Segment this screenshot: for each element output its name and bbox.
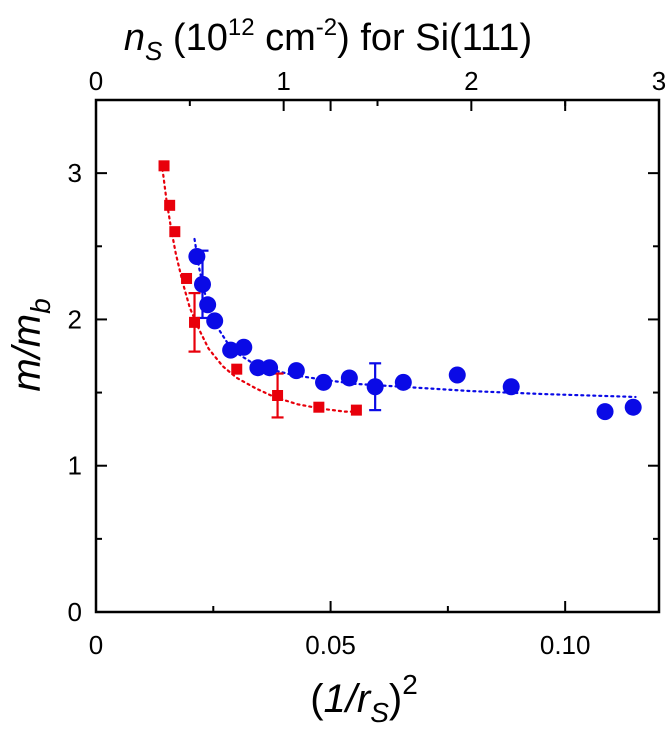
data-point-square: [158, 160, 170, 172]
top-axis-label: nS (1012 cm-2) for Si(111): [124, 14, 532, 66]
data-point-circle: [206, 312, 224, 330]
data-point-circle: [287, 362, 305, 380]
data-point-square: [272, 389, 284, 401]
y-tick-label: 0: [68, 597, 82, 627]
x-tick-label: 0.05: [305, 630, 356, 660]
y-axis-label: m/mb: [5, 298, 56, 391]
data-point-circle: [596, 403, 614, 421]
x-tick-label: 0: [89, 630, 103, 660]
data-point-square: [350, 404, 362, 416]
data-point-circle: [188, 248, 206, 266]
axes: 0 0.05 0.10 0 1 2 3 0 1 2 3: [68, 66, 667, 660]
data-point-circle: [394, 373, 412, 391]
data-point-circle: [624, 398, 642, 416]
y-tick-label: 1: [68, 451, 82, 481]
data-point-circle: [261, 359, 279, 377]
top-tick-label: 0: [89, 66, 103, 96]
y-tick-label: 2: [68, 304, 82, 334]
error-bars: [188, 249, 382, 419]
data-point-square: [313, 401, 325, 413]
plot-frame: [94, 98, 661, 614]
x-tick-label: 0.10: [540, 630, 591, 660]
data-point-circle: [222, 341, 240, 359]
data-points: [158, 160, 642, 421]
data-point-circle: [366, 378, 384, 396]
fit-line-0: [160, 161, 360, 413]
data-point-circle: [199, 296, 217, 314]
top-tick-label: 2: [464, 66, 478, 96]
data-point-square: [189, 316, 201, 328]
top-tick-label: 3: [652, 66, 666, 96]
data-point-circle: [235, 338, 253, 356]
data-point-circle: [448, 366, 466, 384]
data-point-circle: [249, 359, 267, 377]
y-tick-label: 3: [68, 158, 82, 188]
data-point-circle: [502, 378, 520, 396]
data-point-circle: [194, 275, 212, 293]
data-point-square: [169, 226, 181, 238]
data-point-circle: [340, 369, 358, 387]
data-point-square: [164, 199, 176, 211]
data-point-square: [181, 272, 193, 284]
data-point-square: [231, 363, 243, 375]
top-tick-label: 1: [276, 66, 290, 96]
data-point-circle: [315, 373, 333, 391]
x-axis-label: (1/rS)2: [310, 669, 418, 728]
